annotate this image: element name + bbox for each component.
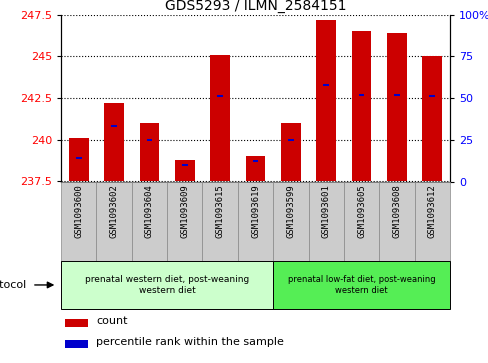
Text: GSM1093604: GSM1093604	[144, 184, 154, 238]
Bar	[65, 319, 88, 327]
Bar	[65, 340, 88, 348]
Bar	[316, 20, 335, 182]
Bar	[378, 182, 414, 261]
Bar	[358, 94, 364, 96]
Text: GSM1093612: GSM1093612	[427, 184, 436, 238]
Text: prenatal western diet, post-weaning
western diet: prenatal western diet, post-weaning west…	[85, 275, 249, 295]
Bar	[167, 182, 202, 261]
Text: GSM1093601: GSM1093601	[321, 184, 330, 238]
Text: GSM1093600: GSM1093600	[74, 184, 83, 238]
Bar	[210, 54, 229, 182]
Bar	[175, 160, 194, 182]
Text: GSM1093619: GSM1093619	[250, 184, 260, 238]
Text: GSM1093602: GSM1093602	[109, 184, 119, 238]
Bar	[146, 139, 152, 141]
Bar	[308, 182, 343, 261]
Text: prenatal low-fat diet, post-weaning
western diet: prenatal low-fat diet, post-weaning west…	[287, 275, 434, 295]
Bar	[69, 138, 88, 182]
Bar	[76, 157, 81, 159]
Title: GDS5293 / ILMN_2584151: GDS5293 / ILMN_2584151	[164, 0, 346, 13]
Text: GSM1093608: GSM1093608	[391, 184, 401, 238]
Text: GSM1093599: GSM1093599	[286, 184, 295, 238]
Text: GSM1093615: GSM1093615	[215, 184, 224, 238]
Bar	[202, 182, 237, 261]
Bar	[217, 95, 223, 97]
Bar	[111, 125, 117, 127]
Bar	[343, 182, 378, 261]
Bar	[393, 94, 399, 96]
Bar	[281, 123, 300, 182]
Bar	[182, 164, 187, 166]
Bar	[237, 182, 273, 261]
Bar	[386, 33, 406, 182]
Bar	[61, 182, 96, 261]
Text: percentile rank within the sample: percentile rank within the sample	[96, 337, 284, 347]
Bar	[252, 160, 258, 163]
Bar	[61, 261, 273, 309]
Bar	[132, 182, 167, 261]
Bar	[140, 123, 159, 182]
Text: protocol: protocol	[0, 280, 26, 290]
Bar	[323, 83, 328, 86]
Bar	[428, 95, 434, 97]
Bar	[287, 139, 293, 141]
Text: GSM1093609: GSM1093609	[180, 184, 189, 238]
Bar	[422, 56, 441, 182]
Bar	[245, 156, 264, 182]
Bar	[104, 103, 123, 182]
Text: GSM1093605: GSM1093605	[356, 184, 366, 238]
Bar	[351, 31, 370, 182]
Bar	[273, 182, 308, 261]
Text: count: count	[96, 316, 127, 326]
Bar	[96, 182, 132, 261]
Bar	[414, 182, 449, 261]
Bar	[273, 261, 449, 309]
